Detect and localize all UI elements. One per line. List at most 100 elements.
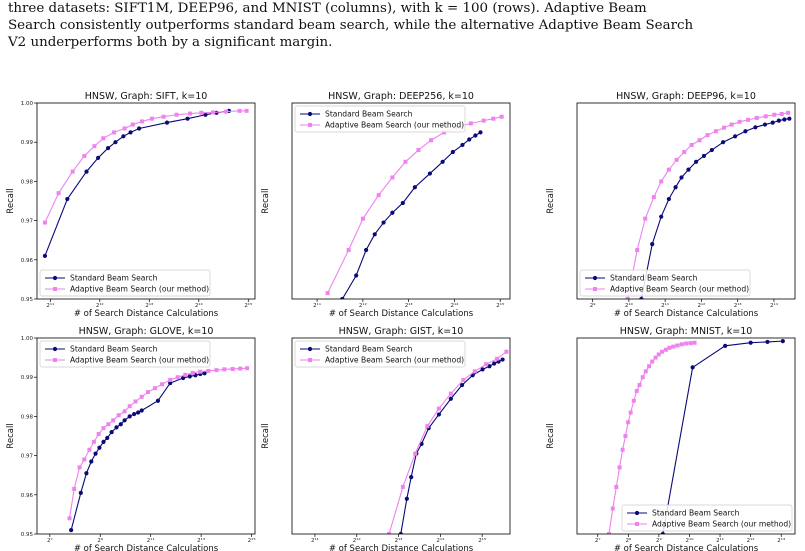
chart-title: HNSW, Graph: GIST, k=10 xyxy=(339,326,464,337)
data-point-standard xyxy=(666,196,671,202)
data-point-standard xyxy=(743,129,748,134)
data-point-adaptive xyxy=(484,362,489,367)
x-tick-label: 2¹² xyxy=(697,302,705,309)
data-point-adaptive xyxy=(628,410,633,415)
x-tick-label: 2¹¹ xyxy=(661,302,669,309)
plot-area xyxy=(325,114,504,299)
x-axis-label: # of Search Distance Calculations xyxy=(329,544,474,551)
legend: Standard Beam Search Adaptive Beam Search… xyxy=(621,504,793,532)
data-point-standard xyxy=(118,422,123,427)
legend-label-standard: Standard Beam Search xyxy=(70,274,158,283)
data-point-adaptive xyxy=(72,486,77,491)
legend: Standard Beam Search Adaptive Beam Search… xyxy=(579,269,751,297)
data-point-adaptive xyxy=(139,394,144,399)
data-point-standard xyxy=(492,361,497,366)
data-point-adaptive xyxy=(499,114,504,119)
data-point-adaptive xyxy=(149,116,154,121)
x-tick-label: 2¹² xyxy=(96,302,104,309)
data-point-adaptive xyxy=(647,364,652,369)
y-tick-label: 0.97 xyxy=(21,454,34,460)
data-point-adaptive xyxy=(42,220,47,225)
data-point-adaptive xyxy=(133,399,138,404)
data-point-adaptive xyxy=(643,369,648,374)
data-point-adaptive xyxy=(237,108,242,113)
x-tick-label: 2¹⁰ xyxy=(625,302,634,309)
data-point-standard xyxy=(390,210,395,215)
data-point-adaptive xyxy=(238,366,243,371)
data-point-standard xyxy=(203,112,208,117)
caption-line-2: Search consistently outperforms standard… xyxy=(8,18,694,33)
x-tick-label: 2⁹ xyxy=(656,537,662,544)
legend-label-standard: Standard Beam Search xyxy=(325,345,413,354)
data-point-adaptive xyxy=(625,297,630,299)
x-tick-label: 2¹⁴ xyxy=(195,302,204,309)
data-point-standard xyxy=(679,175,684,180)
data-point-adaptive xyxy=(675,343,680,348)
plot-area xyxy=(606,339,785,534)
data-point-adaptive xyxy=(87,447,92,452)
data-point-standard xyxy=(450,149,455,155)
x-tick-label: 2¹³ xyxy=(197,537,205,544)
data-point-adaptive xyxy=(122,409,127,414)
data-point-standard xyxy=(381,220,386,225)
x-tick-label: 2¹¹ xyxy=(311,537,319,544)
data-point-adaptive xyxy=(617,465,622,470)
x-axis-label: # of Search Distance Calculations xyxy=(329,309,474,319)
data-point-adaptive xyxy=(244,108,249,113)
data-point-standard xyxy=(65,196,70,202)
data-point-adaptive xyxy=(667,345,672,350)
data-point-adaptive xyxy=(772,112,777,117)
data-point-adaptive xyxy=(111,418,116,423)
data-point-adaptive xyxy=(122,126,127,131)
data-point-adaptive xyxy=(666,167,671,172)
y-axis-label: Recall xyxy=(546,423,556,448)
data-point-adaptive xyxy=(387,532,392,534)
data-point-adaptive xyxy=(671,344,676,349)
data-point-standard xyxy=(770,120,775,125)
x-tick-label: 2¹¹ xyxy=(147,537,155,544)
data-point-standard xyxy=(127,414,132,419)
data-point-standard xyxy=(639,296,644,299)
chart-panel-1: HNSW, Graph: SIFT, k=10 # of Search Dista… xyxy=(6,91,256,319)
data-point-standard xyxy=(701,153,707,159)
data-point-adaptive xyxy=(82,457,87,462)
data-point-adaptive xyxy=(152,386,157,391)
data-point-adaptive xyxy=(656,352,661,357)
data-point-adaptive xyxy=(245,366,250,371)
data-point-standard xyxy=(720,140,726,145)
y-axis-label: Recall xyxy=(546,188,556,213)
x-tick-label: 2¹⁵ xyxy=(248,537,256,544)
data-point-adaptive xyxy=(684,341,689,346)
legend: Standard Beam Search Adaptive Beam Search… xyxy=(294,105,466,133)
data-point-adaptive xyxy=(130,122,135,127)
legend-label-adaptive: Adaptive Beam Search (our method) xyxy=(652,520,791,529)
data-point-adaptive xyxy=(436,406,441,411)
plot-area xyxy=(387,349,509,534)
data-point-adaptive xyxy=(674,157,679,162)
data-point-adaptive xyxy=(640,375,645,380)
y-tick-label: 0.99 xyxy=(21,375,34,381)
chart-panel-3: HNSW, Graph: DEEP96, k=10 # of Search Dis… xyxy=(546,91,796,319)
series-line-adaptive xyxy=(327,116,502,294)
data-point-standard xyxy=(42,253,48,258)
data-point-adaptive xyxy=(763,114,768,119)
data-point-adaptive xyxy=(779,111,784,116)
data-point-adaptive xyxy=(101,426,106,431)
legend: Standard Beam Search Adaptive Beam Search… xyxy=(39,340,211,368)
data-point-standard xyxy=(480,367,485,372)
data-point-adaptive xyxy=(660,349,665,354)
y-tick-label: 0.96 xyxy=(21,258,34,264)
data-point-adaptive xyxy=(653,355,658,360)
x-tick-label: 2¹⁵ xyxy=(244,302,252,309)
data-point-adaptive xyxy=(610,506,615,511)
data-point-standard xyxy=(202,371,207,376)
data-point-standard xyxy=(427,171,433,176)
data-point-adaptive xyxy=(729,122,734,127)
data-point-standard xyxy=(101,439,106,444)
data-point-standard xyxy=(780,339,785,344)
plot-frame xyxy=(576,337,796,535)
data-point-adaptive xyxy=(448,391,453,396)
x-tick-label: 2⁷ xyxy=(47,537,53,544)
data-point-adaptive xyxy=(224,109,229,114)
data-point-standard xyxy=(113,140,118,145)
